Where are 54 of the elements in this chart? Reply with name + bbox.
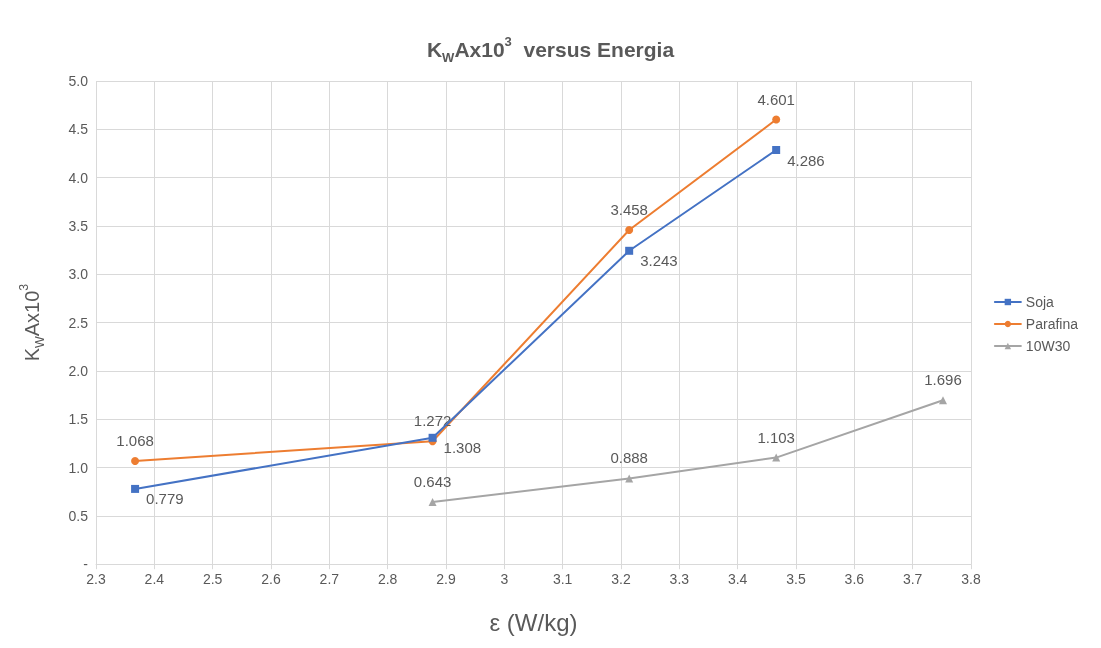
x-tick-label: 3.5: [786, 571, 806, 588]
x-tick-label: 3.1: [552, 571, 573, 588]
y-tick-label: 0.5: [68, 507, 89, 524]
y-tick-label: 1.5: [68, 411, 89, 428]
x-tick-label: 2.5: [202, 571, 223, 588]
data-label: 0.888: [610, 449, 648, 467]
x-tick-label: 2.8: [377, 571, 398, 588]
data-label: 3.243: [640, 252, 678, 270]
data-label: 4.286: [787, 151, 825, 169]
x-tick-label: 2.9: [436, 571, 456, 588]
data-label: 4.601: [757, 90, 795, 108]
x-tick-label: 3.4: [727, 571, 748, 588]
data-label: 3.458: [610, 201, 648, 219]
point: [131, 456, 140, 465]
y-tick-label: 2.0: [68, 362, 89, 379]
y-tick-label: 1.0: [68, 459, 89, 476]
y-tick-label: 3.0: [68, 266, 89, 283]
x-tick-label: 3.3: [669, 571, 690, 588]
point: [939, 396, 947, 405]
point: [772, 115, 781, 124]
data-label: 0.643: [413, 473, 452, 491]
legend-label: Parafina: [1025, 316, 1079, 332]
legend-label: 10W30: [1025, 338, 1071, 354]
point: [625, 246, 634, 255]
x-tick-label: 2.3: [86, 571, 106, 588]
data-label: 1.272: [413, 412, 452, 430]
y-tick-label: 2.5: [68, 314, 89, 331]
point: [772, 146, 781, 154]
data-label: 0.779: [146, 490, 184, 508]
data-label: 1.696: [924, 371, 962, 389]
data-label: 1.308: [443, 439, 482, 457]
x-tick-label: 2.4: [144, 571, 165, 588]
x-axis-title: ε (W/kg): [489, 609, 578, 637]
y-tick-label: 5.0: [68, 73, 89, 89]
point: [625, 226, 634, 235]
point: [428, 498, 437, 507]
legend-label: Soja: [1025, 294, 1055, 310]
data-label: 1.103: [757, 428, 795, 446]
x-tick-label: 3.6: [844, 571, 865, 588]
y-tick-label: 4.5: [68, 121, 89, 138]
x-tick-label: 3.8: [961, 571, 981, 588]
x-tick-label: 3: [500, 571, 509, 588]
x-tick-label: 3.2: [611, 571, 631, 588]
y-tick-label: 3.5: [68, 217, 89, 234]
y-axis-title: KWAx103: [17, 283, 47, 362]
x-tick-label: 2.6: [261, 571, 281, 588]
x-tick-label: 3.7: [902, 571, 923, 588]
point: [772, 453, 781, 462]
y-tick-label: 4.0: [68, 169, 89, 186]
x-tick-label: 2.7: [319, 571, 340, 588]
y-tick-label: -: [83, 556, 89, 573]
data-label: 1.068: [116, 431, 154, 449]
point: [131, 484, 140, 493]
point: [428, 433, 437, 442]
